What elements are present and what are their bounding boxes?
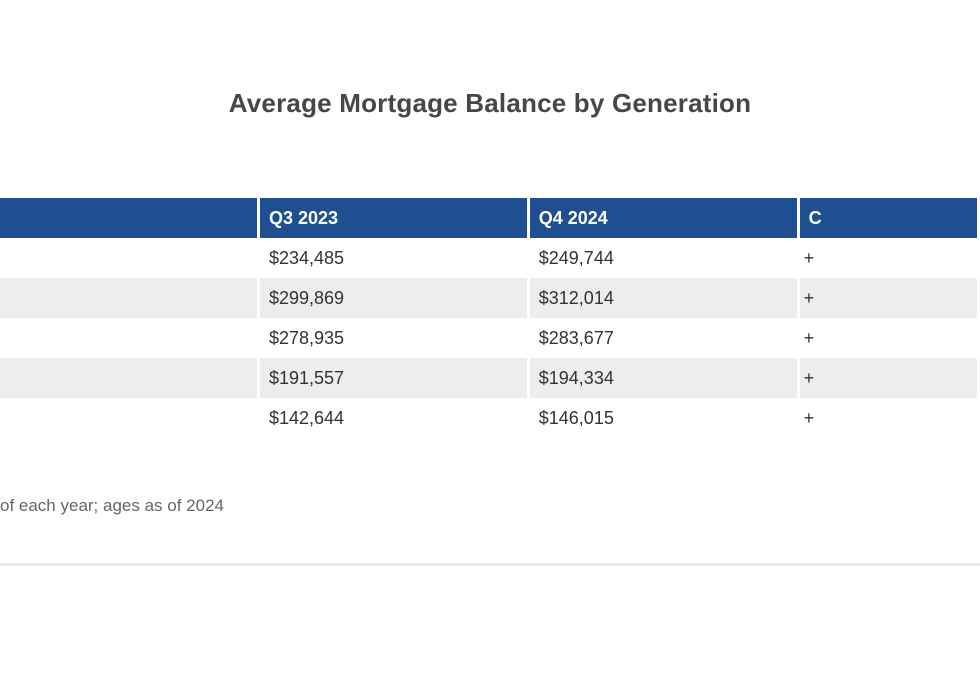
page-title: Average Mortgage Balance by Generation	[228, 88, 752, 118]
change-value-cell-clipped: +	[799, 278, 977, 318]
q3-2023-value-cell: $142,644	[259, 398, 527, 438]
table-row: $191,557 $194,334 +	[0, 358, 977, 398]
q4-2024-value-cell: $283,677	[529, 318, 797, 358]
q3-2023-column-header: Q3 2023	[259, 198, 527, 238]
table-row: $142,644 $146,015 +	[0, 398, 977, 438]
change-value-cell-clipped: +	[799, 318, 977, 358]
generation-label-cell	[0, 278, 257, 318]
change-value-cell-clipped: +	[799, 358, 977, 398]
table-row: $278,935 $283,677 +	[0, 318, 977, 358]
generation-label-cell	[0, 318, 257, 358]
change-column-header-clipped: C	[799, 198, 977, 238]
q4-2024-value-cell: $194,334	[529, 358, 797, 398]
generation-label-cell	[0, 238, 257, 278]
q4-2024-value-cell: $312,014	[529, 278, 797, 318]
table-row: $299,869 $312,014 +	[0, 278, 977, 318]
data-table: Q3 2023 Q4 2024 C $234,485 $249,744 + $2…	[0, 198, 980, 438]
q4-2024-value-cell: $146,015	[529, 398, 797, 438]
q3-2023-value-cell: $191,557	[259, 358, 527, 398]
q4-2024-value-cell: $249,744	[529, 238, 797, 278]
q3-2023-value-cell: $234,485	[259, 238, 527, 278]
generation-label-cell	[0, 358, 257, 398]
change-value-cell-clipped: +	[799, 398, 977, 438]
generation-label-cell	[0, 398, 257, 438]
footnote-text: of each year; ages as of 2024	[0, 496, 224, 515]
change-value-cell-clipped: +	[799, 238, 977, 278]
q3-2023-value-cell: $299,869	[259, 278, 527, 318]
generation-column-header	[0, 198, 257, 238]
mortgage-balance-table: Q3 2023 Q4 2024 C $234,485 $249,744 + $2…	[0, 198, 980, 438]
table-header-row: Q3 2023 Q4 2024 C	[0, 198, 977, 238]
q3-2023-value-cell: $278,935	[259, 318, 527, 358]
section-divider	[0, 563, 980, 566]
table-row: $234,485 $249,744 +	[0, 238, 977, 278]
q4-2024-column-header: Q4 2024	[529, 198, 797, 238]
